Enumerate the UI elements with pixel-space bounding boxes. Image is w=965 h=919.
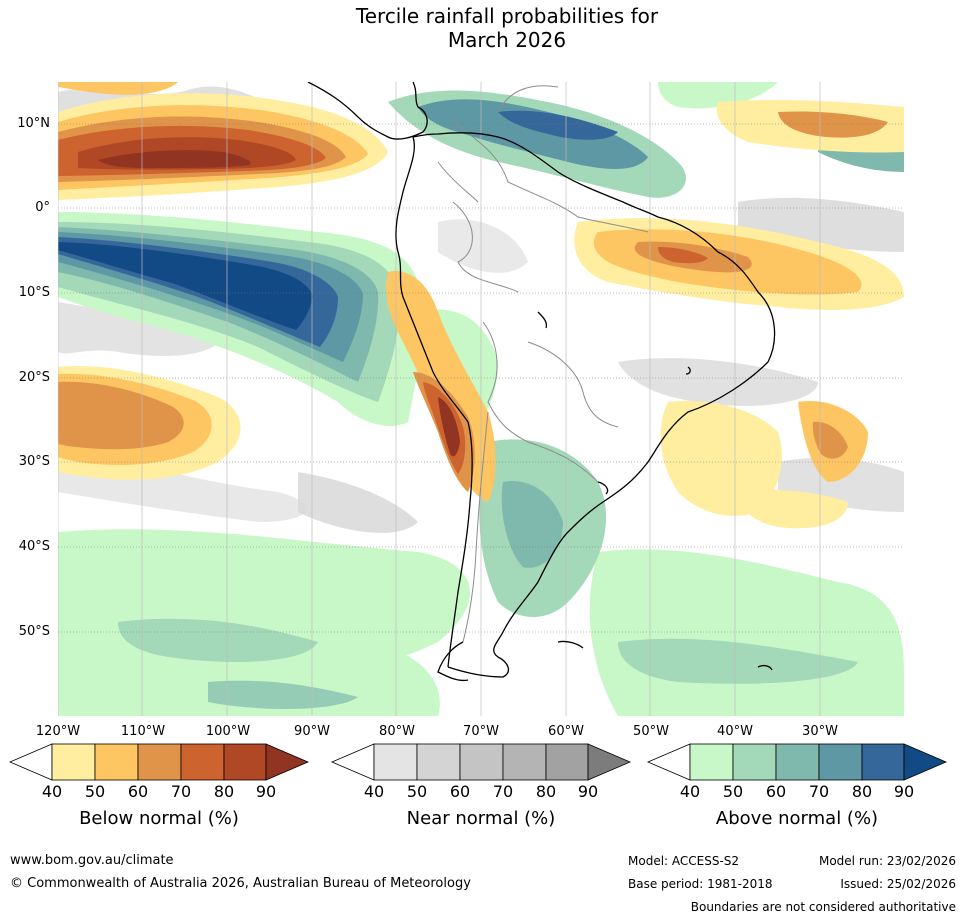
swatch-near-2: [416, 743, 461, 781]
below-tick-90: 90: [255, 782, 277, 801]
near-tick-80: 80: [535, 782, 557, 801]
title-line-2: March 2026: [447, 28, 567, 52]
footer-model-run: Model run: 23/02/2026: [818, 854, 956, 868]
near-tick-40: 40: [363, 782, 385, 801]
colorbar-above-swatches: [646, 743, 948, 781]
probability-map: [58, 82, 904, 716]
near-tick-90: 90: [577, 782, 599, 801]
colorbar-near-swatches: [330, 743, 632, 781]
footer-base-period: Base period: 1981-2018: [628, 877, 773, 891]
swatch-below-6: [265, 743, 310, 781]
swatch-above-4: [818, 743, 863, 781]
colorbar-below-swatches: [8, 743, 310, 781]
lon-label-80w: 80°W: [379, 724, 415, 739]
lon-label-50w: 50°W: [633, 724, 669, 739]
swatch-near-5: [545, 743, 589, 781]
lon-label-90w: 90°W: [294, 724, 330, 739]
swatch-near-6: [587, 743, 632, 781]
lat-label-10n: 10°N: [17, 116, 50, 131]
near-tick-70: 70: [492, 782, 514, 801]
lon-label-100w: 100°W: [205, 724, 251, 739]
lon-label-40w: 40°W: [717, 724, 753, 739]
country-borders: [437, 85, 649, 643]
below-normal-label: Below normal (%): [79, 808, 239, 829]
footer-disclaimer: Boundaries are not considered authoritat…: [690, 900, 956, 914]
footer-issued: Issued: 25/02/2026: [840, 877, 956, 891]
above-tick-60: 60: [765, 782, 787, 801]
lat-label-50s: 50°S: [18, 624, 50, 639]
below-tick-70: 70: [170, 782, 192, 801]
graticule: [58, 82, 904, 716]
lat-label-10s: 10°S: [18, 285, 50, 300]
above-tick-40: 40: [679, 782, 701, 801]
below-tick-50: 50: [84, 782, 106, 801]
swatch-below-5: [223, 743, 267, 781]
swatch-below-3: [137, 743, 182, 781]
lat-label-40s: 40°S: [18, 539, 50, 554]
lat-label-0: 0°: [35, 200, 50, 215]
swatch-near-3: [459, 743, 504, 781]
lon-label-110w: 110°W: [120, 724, 166, 739]
footer-url[interactable]: www.bom.gov.au/climate: [10, 853, 174, 868]
above-tick-90: 90: [893, 782, 915, 801]
swatch-above-5: [861, 743, 905, 781]
below-tick-40: 40: [41, 782, 63, 801]
near-tick-60: 60: [449, 782, 471, 801]
footer-copyright: © Commonwealth of Australia 2026, Austra…: [10, 876, 471, 891]
swatch-near-1: [373, 743, 418, 781]
above-normal-label: Above normal (%): [715, 808, 879, 829]
above-tick-70: 70: [808, 782, 830, 801]
above-tick-80: 80: [851, 782, 873, 801]
map-canvas: [58, 82, 904, 716]
near-tick-50: 50: [406, 782, 428, 801]
lat-label-30s: 30°S: [18, 454, 50, 469]
map-title: Tercile rainfall probabilities for March…: [0, 4, 965, 52]
footer-model: Model: ACCESS-S2: [628, 854, 740, 868]
below-tick-60: 60: [127, 782, 149, 801]
coastline: [307, 82, 776, 682]
below-tick-80: 80: [213, 782, 235, 801]
swatch-above-1: [689, 743, 734, 781]
lon-label-60w: 60°W: [548, 724, 584, 739]
near-normal-label: Near normal (%): [406, 808, 556, 829]
swatch-above-3: [775, 743, 820, 781]
lat-label-20s: 20°S: [18, 370, 50, 385]
colorbar-below-normal: [8, 743, 310, 781]
title-line-1: Tercile rainfall probabilities for: [355, 4, 659, 28]
swatch-below-2: [94, 743, 139, 781]
swatch-above-6: [903, 743, 948, 781]
swatch-below-4: [180, 743, 225, 781]
lon-label-70w: 70°W: [463, 724, 499, 739]
above-tick-50: 50: [722, 782, 744, 801]
probability-shading: [58, 82, 904, 716]
swatch-near-4: [502, 743, 547, 781]
swatch-above-2: [732, 743, 777, 781]
colorbar-above-normal: [646, 743, 948, 781]
swatch-below-1: [51, 743, 96, 781]
lon-label-30w: 30°W: [802, 724, 838, 739]
colorbar-near-normal: [330, 743, 632, 781]
lon-label-120w: 120°W: [35, 724, 81, 739]
